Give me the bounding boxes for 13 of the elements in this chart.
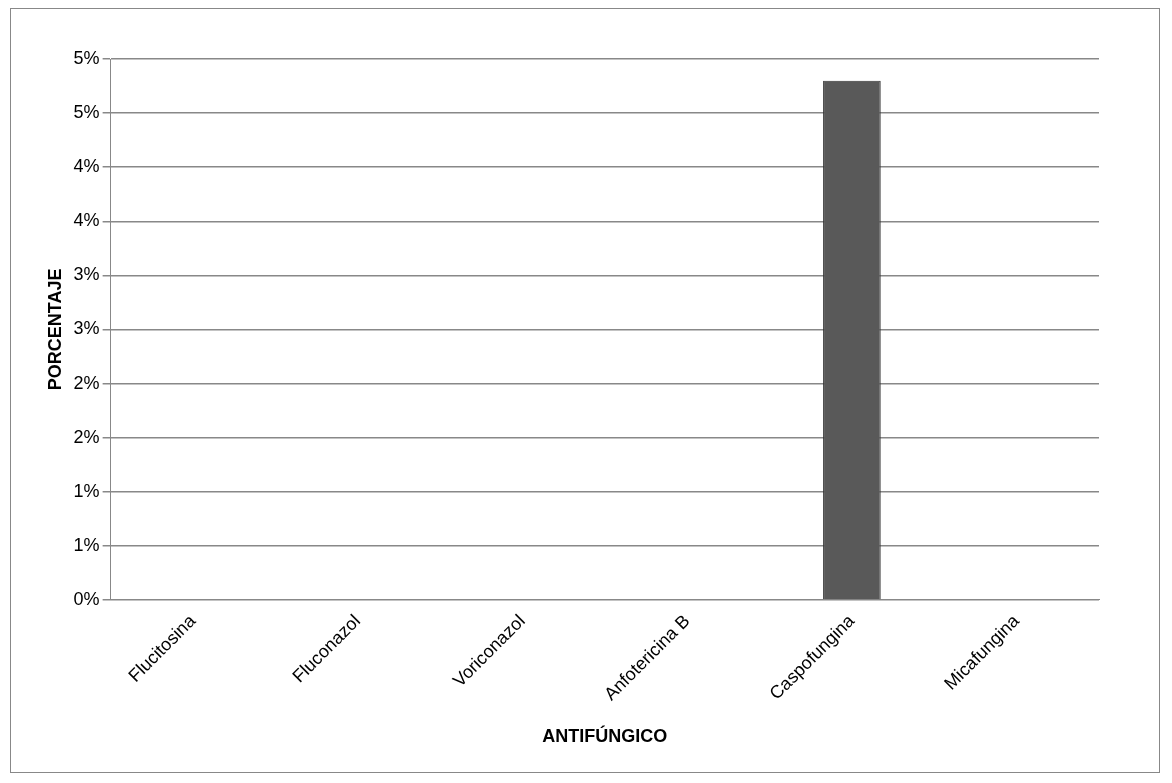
- y-tick-label: 0%: [73, 588, 100, 609]
- y-tick-label: 5%: [73, 47, 100, 68]
- y-tick-label: 2%: [73, 372, 100, 393]
- y-tick-label: 4%: [73, 156, 100, 177]
- y-tick-label: 2%: [73, 426, 100, 447]
- y-tick-label: 3%: [73, 318, 100, 339]
- y-axis-title: PORCENTAJE: [44, 268, 65, 391]
- x-axis-title: ANTIFÚNGICO: [542, 725, 668, 747]
- y-tick-label: 3%: [73, 264, 100, 285]
- y-tick-label: 4%: [73, 210, 100, 231]
- y-tick-label: 5%: [73, 102, 100, 123]
- y-tick-label: 1%: [73, 480, 100, 501]
- y-tick-label: 1%: [73, 534, 100, 555]
